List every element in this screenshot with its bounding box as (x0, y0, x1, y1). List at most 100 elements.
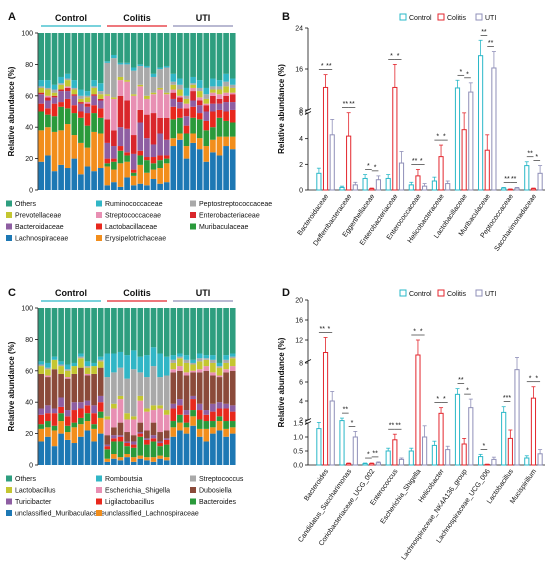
stack-segment (84, 366, 91, 368)
bar (461, 443, 467, 466)
stack-segment (84, 413, 91, 422)
stack-segment (64, 87, 71, 92)
significance-label: * (529, 375, 532, 382)
stack-segment (170, 106, 177, 120)
bar (438, 156, 444, 191)
stack-segment (190, 359, 196, 363)
stack-segment (97, 361, 104, 368)
legend-label: Muribaculaceae (199, 224, 249, 231)
stack-segment (170, 73, 177, 82)
stack-segment (64, 439, 71, 465)
stack-segment (229, 405, 236, 412)
stack-segment (144, 444, 150, 458)
y-tick-label: 40 (25, 400, 33, 407)
legend-swatch (6, 212, 12, 218)
stack-segment (229, 427, 236, 434)
significance-label: ** (458, 377, 464, 384)
legend-swatch (190, 498, 196, 505)
y-tick-label: 12 (295, 338, 303, 345)
stack-segment (223, 92, 229, 96)
stack-segment (45, 367, 51, 370)
stack-segment (64, 416, 71, 426)
y-tick-label: 8 (299, 108, 303, 115)
stack-segment (45, 80, 51, 88)
stack-segment (190, 370, 196, 373)
stack-segment (190, 425, 196, 465)
stack-segment (216, 109, 223, 118)
y-tick-label: 1.5 (293, 421, 303, 428)
significance-label: * (367, 452, 370, 459)
significance-label: ** (343, 407, 349, 414)
stack-segment (130, 457, 137, 462)
stack-segment (84, 113, 91, 126)
y-tick-label: 100 (21, 31, 33, 38)
stack-segment (229, 370, 236, 406)
stack-segment (163, 444, 170, 458)
bar (431, 444, 437, 466)
legend-label: Lactobacillaceae (105, 224, 157, 231)
bar (369, 463, 375, 466)
stack-segment (111, 458, 117, 465)
stack-segment (137, 422, 144, 433)
stack-segment (163, 356, 170, 376)
stack-segment (203, 120, 210, 131)
stack-segment-others (58, 33, 64, 77)
stack-segment (104, 142, 111, 159)
stack-segment (84, 91, 91, 96)
significance-label: * (436, 134, 439, 141)
stack-segment (130, 94, 137, 96)
bar (454, 393, 461, 466)
stack-segment (150, 457, 157, 462)
legend-swatch (96, 498, 102, 505)
stack-segment (124, 152, 130, 156)
stack-segment (58, 366, 64, 374)
stack-segment (117, 441, 124, 458)
stack-segment (170, 372, 177, 404)
stack-segment (45, 436, 51, 465)
stack-segment (104, 353, 111, 378)
stack-segment (144, 411, 150, 431)
stack-segment (111, 97, 117, 99)
stack-segment (104, 444, 111, 447)
stack-segment (216, 86, 223, 90)
stack-segment (196, 113, 203, 120)
stack-segment (91, 441, 97, 465)
y-tick-label: 4 (299, 399, 303, 406)
stack-segment (51, 369, 58, 409)
stack-segment (45, 369, 51, 376)
stack-segment (196, 80, 203, 88)
stack-segment (196, 358, 203, 362)
stack-segment (71, 113, 78, 136)
bar (352, 436, 358, 466)
stack-segment (117, 80, 124, 96)
significance-label: * (535, 375, 538, 382)
stack-segment (203, 370, 210, 411)
stack-segment (216, 377, 223, 403)
stack-segment (51, 84, 58, 90)
stack-segment-others (117, 308, 124, 352)
stack-segment (51, 97, 58, 104)
bar (501, 411, 507, 466)
stack-segment (45, 127, 51, 156)
stack-segment (38, 364, 45, 367)
stack-segment (137, 164, 144, 184)
stack-segment (58, 76, 64, 84)
stack-segment (111, 146, 117, 159)
stack-segment (177, 356, 183, 359)
stack-segment (117, 367, 124, 396)
stack-segment (137, 64, 144, 66)
stack-segment-others (144, 308, 150, 356)
stack-segment-others (144, 33, 150, 66)
stack-segment (223, 136, 229, 147)
stack-segment (183, 98, 190, 104)
stack-segment (124, 446, 130, 455)
stack-segment (45, 87, 51, 90)
stack-segment (45, 375, 51, 378)
stack-segment (38, 161, 45, 190)
stack-segment (177, 84, 183, 90)
stack-segment (78, 436, 84, 465)
stack-segment (216, 366, 223, 368)
stack-segment-others (203, 308, 210, 356)
legend-label: Ruminococcaceae (105, 201, 163, 208)
stack-segment (97, 356, 104, 360)
